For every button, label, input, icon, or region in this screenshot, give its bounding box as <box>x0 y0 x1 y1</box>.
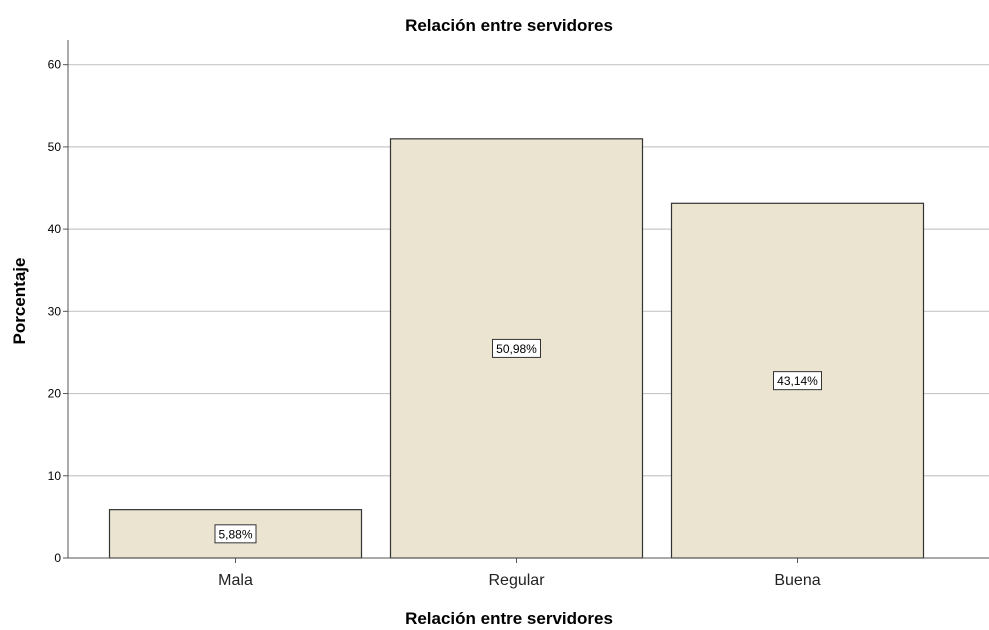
y-tick-label: 30 <box>48 304 62 318</box>
data-label-box <box>773 371 822 391</box>
axes <box>63 40 989 563</box>
x-tick-label-buena: Buena <box>774 572 820 589</box>
data-label-mala: 5,88% <box>218 527 252 541</box>
y-tick-label: 50 <box>48 140 62 154</box>
x-tick-label-regular: Regular <box>488 572 545 589</box>
y-tick-label: 20 <box>48 387 62 401</box>
y-tick-label: 40 <box>48 222 62 236</box>
y-tick-label: 10 <box>48 469 62 483</box>
x-tick-label-mala: Mala <box>218 572 253 589</box>
data-label-box <box>214 524 257 544</box>
y-tick-label: 60 <box>48 58 62 72</box>
x-axis-title: Relación entre servidores <box>405 609 613 628</box>
y-tick-label: 0 <box>54 551 61 565</box>
data-label-regular: 50,98% <box>496 342 537 356</box>
data-label-buena: 43,14% <box>777 374 818 388</box>
y-axis-title: Porcentaje <box>10 258 29 345</box>
labels: 0 10 20 30 40 50 60 Mala 5,88% Regular 50,98% Buena… <box>48 58 822 589</box>
chart-title: Relación entre servidores <box>405 16 613 35</box>
data-label-box <box>492 338 541 358</box>
